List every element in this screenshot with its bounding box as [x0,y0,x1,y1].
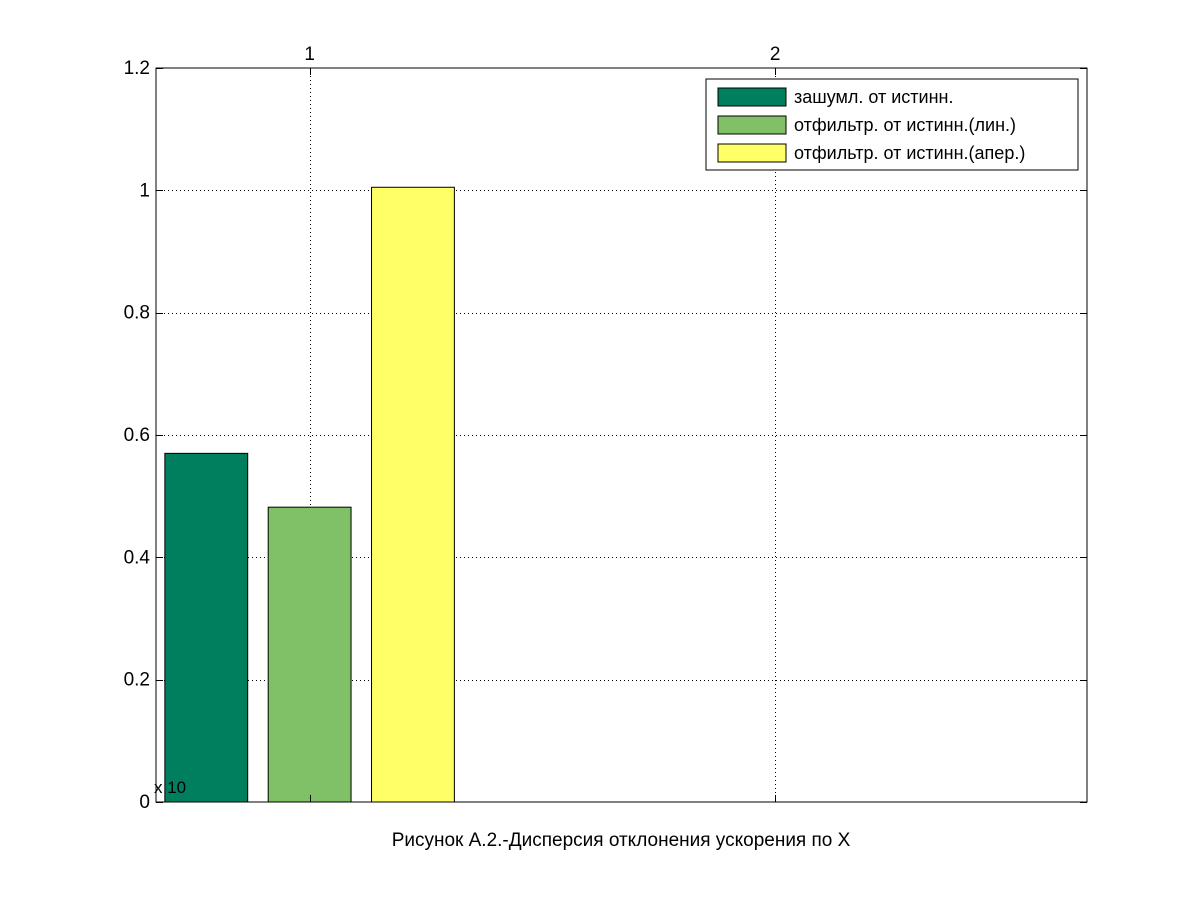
x-tick-label: 1 [304,44,315,65]
legend-label: зашумл. от истинн. [794,87,953,107]
y-tick-label: 1.2 [124,58,150,79]
bar-2 [267,506,352,803]
x-axis-label: Рисунок А.2.-Дисперсия отклонения ускоре… [392,830,851,851]
y-tick-labels: 0 0.2 0.4 0.6 0.8 1 1.2 [124,58,151,813]
legend-swatch [717,143,787,163]
y-tick-label: 0.6 [124,425,150,446]
bars [164,186,455,803]
axis-ticks [156,68,1087,803]
x-tick-label: 2 [770,44,781,65]
y-tick-label: 0 [139,792,150,813]
y-tick-label: 0.8 [124,303,150,324]
y-tick-label: 1 [139,180,150,201]
y-multiplier-label: x 10 [154,778,186,797]
bar-3 [371,186,455,803]
legend: зашумл. от истинн. отфильтр. от истинн.(л… [705,78,1079,171]
legend-swatch [717,87,787,107]
bar-1 [164,452,249,803]
legend-label: отфильтр. от истинн.(апер.) [794,143,1025,163]
legend-swatch [717,115,787,135]
y-tick-label: 0.2 [124,670,150,691]
legend-label: отфильтр. от истинн.(лин.) [794,115,1016,135]
y-tick-label: 0.4 [124,547,151,568]
